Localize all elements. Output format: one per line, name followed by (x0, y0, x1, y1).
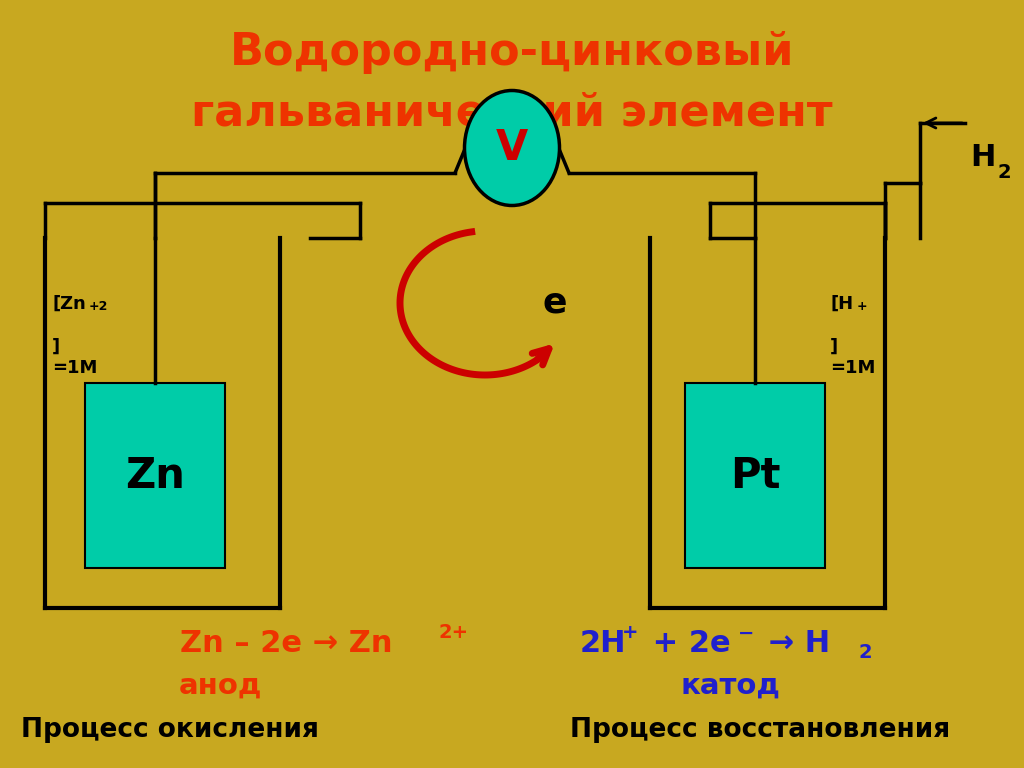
Text: + 2e: + 2e (642, 628, 731, 657)
Text: 2H: 2H (580, 628, 627, 657)
Text: 2: 2 (998, 164, 1012, 183)
Text: ]
=1M: ] =1M (52, 338, 97, 377)
Text: Процесс восстановления: Процесс восстановления (570, 717, 950, 743)
Text: +2: +2 (89, 300, 109, 313)
Text: анод: анод (178, 672, 262, 700)
Text: гальванический элемент: гальванический элемент (191, 91, 833, 134)
Text: V: V (496, 127, 528, 169)
Text: +: + (622, 624, 639, 643)
Text: Zn – 2e → Zn: Zn – 2e → Zn (180, 628, 392, 657)
Bar (685, 383, 825, 568)
Text: −: − (738, 624, 755, 643)
Text: → H: → H (758, 628, 830, 657)
Text: +: + (857, 300, 867, 313)
Text: 2+: 2+ (438, 624, 468, 643)
Text: Pt: Pt (730, 455, 780, 496)
Text: [Zn: [Zn (52, 295, 86, 313)
Ellipse shape (465, 91, 559, 206)
Text: [H: [H (830, 295, 853, 313)
Text: Zn: Zn (125, 455, 185, 496)
Text: Процесс окисления: Процесс окисления (22, 717, 318, 743)
Text: 2: 2 (858, 644, 871, 663)
Text: H: H (970, 144, 995, 173)
Text: Водородно-цинковый: Водородно-цинковый (229, 31, 795, 74)
Text: катод: катод (680, 672, 780, 700)
Text: ]
=1M: ] =1M (830, 338, 876, 377)
Bar (85, 383, 225, 568)
Text: e: e (543, 286, 567, 320)
